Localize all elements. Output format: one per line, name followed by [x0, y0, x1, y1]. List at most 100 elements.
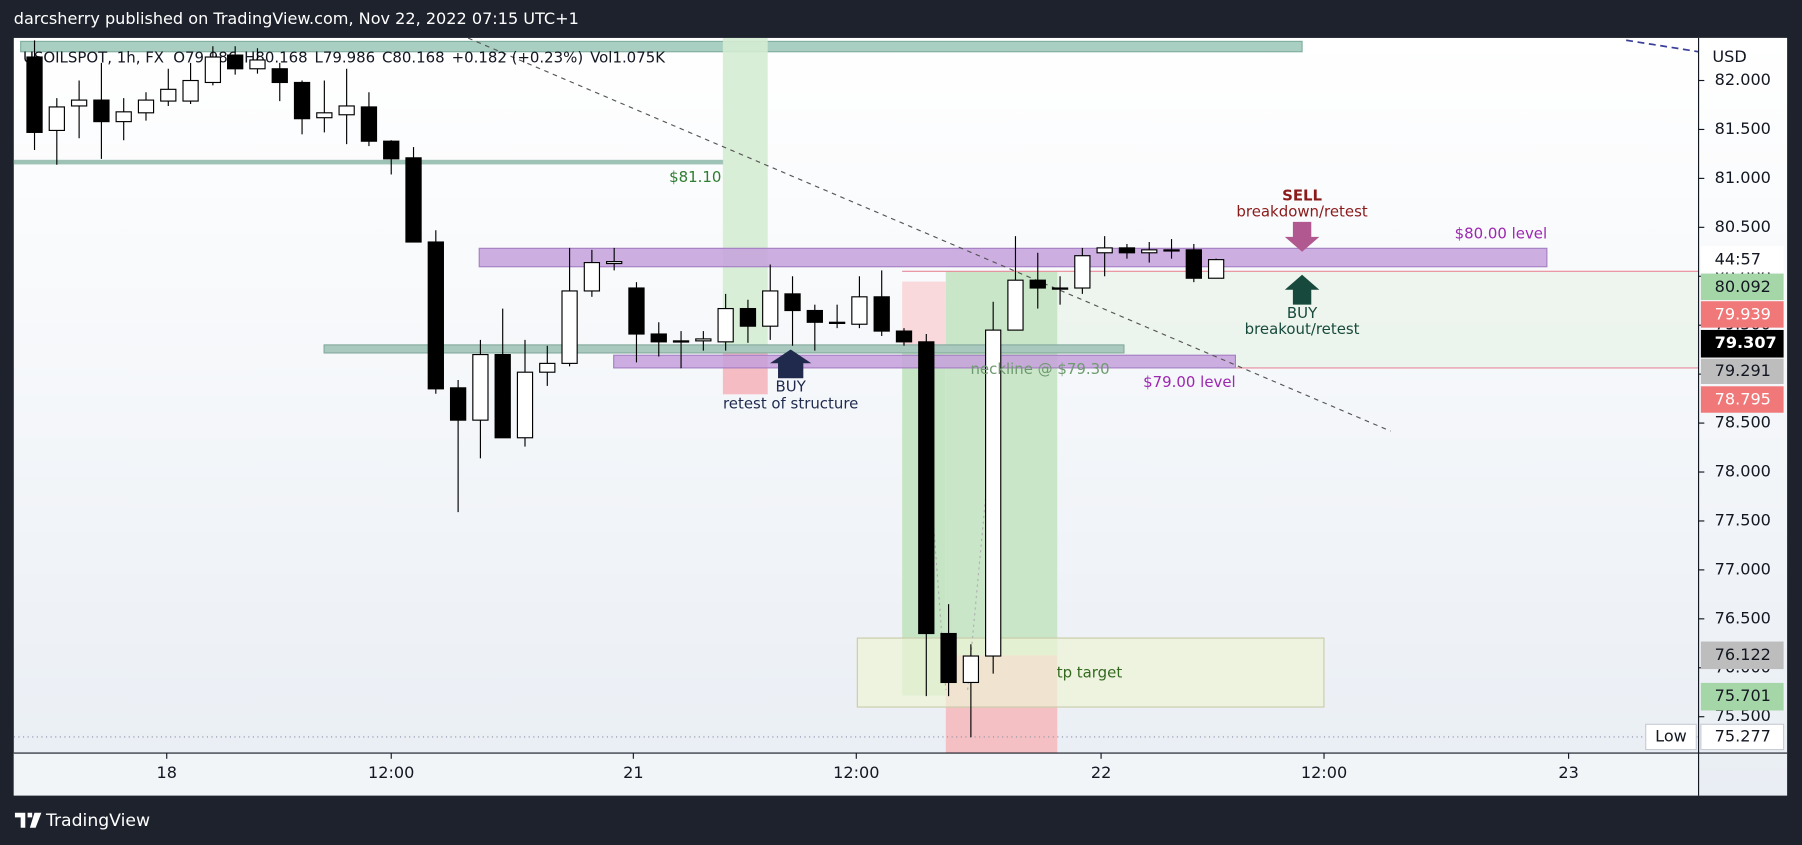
- candle-body: [338, 105, 355, 116]
- candle-body: [182, 79, 199, 102]
- candle-body: [650, 333, 667, 343]
- annotation: BUY: [776, 377, 807, 395]
- candle-body: [895, 330, 913, 343]
- candle-body: [115, 111, 132, 123]
- brand: TradingView: [45, 811, 150, 831]
- axes: 75.50076.00076.50077.00077.50078.00078.5…: [13, 37, 1788, 796]
- footer: TradingView: [14, 811, 150, 831]
- annotation: $79.00 level: [1143, 373, 1236, 391]
- x-tick-label: 12:00: [833, 763, 879, 782]
- tag: [1700, 682, 1784, 711]
- candle-body: [784, 293, 801, 312]
- candle-body: [249, 59, 266, 70]
- candle-body: [227, 54, 244, 70]
- candle-body: [672, 340, 690, 343]
- zone: [20, 40, 1303, 53]
- candle-body: [1141, 249, 1158, 254]
- legend: USOILSPOT, 1h, FXO79.986H80.168L79.986C8…: [23, 49, 666, 67]
- candle-body: [1118, 247, 1136, 254]
- candle-body: [762, 290, 779, 327]
- y-tick-label: 77.500: [1715, 510, 1771, 529]
- price-tag: 79.307: [1715, 333, 1777, 352]
- tp-box: [856, 637, 1325, 708]
- tag: [1700, 641, 1784, 670]
- candle-body: [1096, 247, 1113, 254]
- candle-body: [940, 632, 957, 684]
- candle-body: [1029, 279, 1046, 289]
- annotation: breakdown/retest: [1236, 203, 1367, 221]
- candle-body: [204, 56, 222, 84]
- x-tick-label: 23: [1558, 763, 1578, 782]
- candle-body: [427, 241, 444, 390]
- candles: [26, 40, 1225, 738]
- candle-body: [1163, 249, 1180, 252]
- candle-body: [918, 341, 935, 635]
- zone: [722, 37, 768, 345]
- candle-body: [405, 157, 422, 243]
- x-tick-label: 22: [1091, 763, 1111, 782]
- sell-arrow: [1284, 221, 1320, 252]
- zone: [323, 344, 1125, 354]
- annotation: retest of structure: [723, 395, 858, 413]
- candle-body: [717, 307, 734, 343]
- price-tag: 80.092: [1715, 277, 1771, 296]
- candle-body: [70, 99, 88, 107]
- legend-volume: Vol1.075K: [590, 49, 666, 67]
- logo: [14, 812, 42, 828]
- x-tick-label: 18: [156, 763, 176, 782]
- candle-body: [383, 140, 400, 160]
- y-tick-label: 75.500: [1715, 706, 1771, 725]
- x-tick-label: 12:00: [1301, 763, 1347, 782]
- buy-arrow: [769, 349, 812, 379]
- candle-body: [472, 353, 489, 421]
- legend-close: C80.168: [382, 49, 445, 67]
- candle-body: [806, 309, 823, 323]
- candle-body: [516, 371, 534, 439]
- annotation: $80.00 level: [1455, 225, 1548, 243]
- tag: [1700, 723, 1785, 751]
- candle-body: [606, 261, 623, 265]
- candle-body: [137, 99, 155, 114]
- candle-body: [494, 353, 511, 439]
- candle-body: [1074, 255, 1091, 289]
- candle-body: [739, 307, 757, 327]
- zone: [945, 271, 1058, 656]
- price-axis: [1698, 37, 1788, 796]
- y-tick-label: 76.500: [1715, 608, 1771, 627]
- candle-body: [1051, 287, 1069, 290]
- tag: [1700, 301, 1784, 328]
- candle-body: [962, 655, 980, 684]
- candle-body: [1185, 249, 1202, 279]
- annotations: $81.10 SELL breakdown/retest $80.00 leve…: [669, 168, 1547, 682]
- y-tick-label: 78.500: [1715, 413, 1771, 432]
- price-tag: 76.122: [1715, 645, 1771, 664]
- time-axis: [13, 753, 1699, 796]
- candle-body: [271, 68, 288, 84]
- price-tag: 79.939: [1715, 305, 1771, 324]
- annotation: SELL: [1282, 187, 1322, 205]
- trend-line: [1626, 39, 1699, 53]
- tag: [1700, 358, 1784, 384]
- price-tag: 75.701: [1715, 686, 1771, 705]
- annotation: $81.10: [669, 168, 721, 186]
- candle-body: [293, 81, 311, 120]
- y-tick-label: 78.000: [1715, 462, 1771, 481]
- annotation: neckline @ $79.30: [970, 360, 1109, 378]
- candle-body: [316, 112, 333, 119]
- tag: [1700, 386, 1784, 413]
- price-tags: USD 44:57 80.092 79.939 79.307 79.291 78…: [1645, 47, 1785, 751]
- legend-low: L79.986: [315, 49, 376, 67]
- drawings: [13, 37, 1699, 754]
- candle-body: [160, 88, 177, 102]
- candle-body: [449, 387, 467, 421]
- annotation: BUY: [1287, 304, 1318, 322]
- publisher: darcsherry published on TradingView.com,…: [14, 9, 579, 28]
- candle-body: [985, 329, 1002, 657]
- y-tick-label: 77.000: [1715, 559, 1771, 578]
- candle-body: [1007, 279, 1024, 331]
- candle-body: [873, 296, 890, 332]
- candle-body: [26, 56, 43, 133]
- currency: USD: [1712, 47, 1746, 66]
